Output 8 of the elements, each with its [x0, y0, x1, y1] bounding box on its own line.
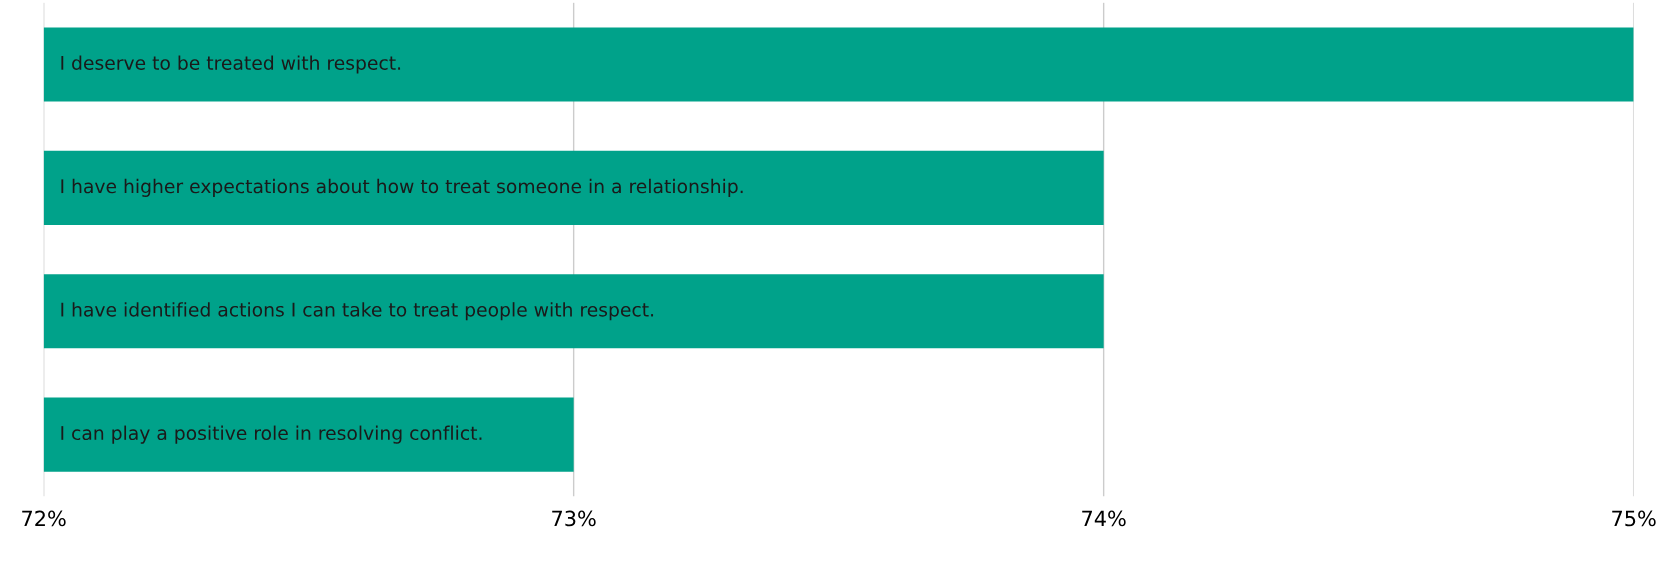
y-tick-label: I can play a positive role in resolving conflict. — [61, 425, 482, 444]
y-tick-label: I have higher expectations about how to treat someone in a relationship. — [61, 178, 743, 197]
x-tick-label: 73% — [552, 510, 596, 527]
x-tick-label: 74% — [1082, 510, 1126, 527]
y-tick-label: I have identified actions I can take to treat people with respect. — [61, 302, 654, 321]
x-tick-label: 72% — [22, 510, 66, 527]
y-tick-label: I deserve to be treated with respect. — [61, 55, 401, 74]
x-tick-label: 75% — [1612, 510, 1656, 527]
